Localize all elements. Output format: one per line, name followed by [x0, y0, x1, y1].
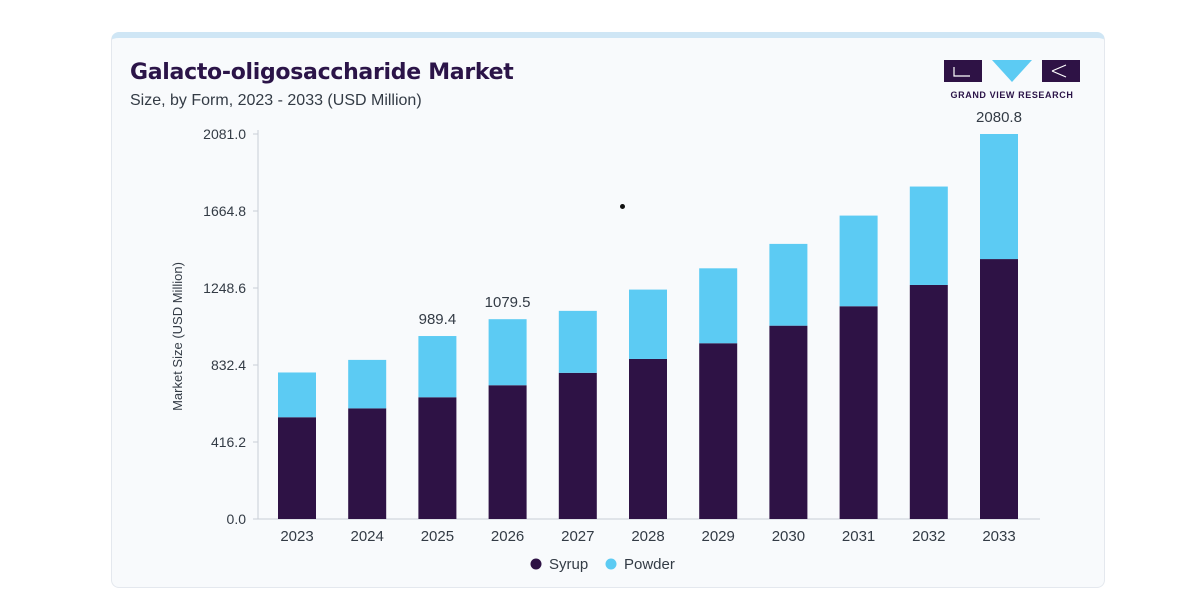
y-axis-label: Market Size (USD Million) [170, 262, 185, 411]
y-tick-label: 416.2 [211, 434, 246, 450]
bar-powder-2024 [348, 359, 387, 409]
bar-syrup-2025 [418, 397, 457, 519]
bar-powder-2028 [629, 289, 667, 359]
bar-powder-2030 [769, 243, 808, 326]
y-tick-label: 2081.0 [203, 126, 246, 142]
bar-powder-2027 [558, 310, 597, 373]
chart-card: Galacto-oligosaccharide Market Size, by … [111, 32, 1105, 588]
legend-label-powder: Powder [624, 556, 675, 573]
legend-marker-syrup [530, 558, 542, 570]
stacked-bar-chart: 0.0 416.2 832.4 1248.6 1664.8 2081.0 Market Si… [170, 109, 1040, 573]
bar-syrup-2026 [488, 385, 527, 519]
x-tick-label: 2028 [631, 528, 664, 545]
bar-syrup-2027 [558, 372, 597, 519]
x-tick-label: 2031 [842, 528, 875, 545]
bar-powder-2026 [488, 319, 527, 386]
y-tick-label: 832.4 [211, 357, 246, 373]
bar-powder-2025 [418, 336, 457, 398]
y-tick-label: 0.0 [227, 511, 247, 527]
x-tick-label: 2029 [702, 528, 735, 545]
y-tick-label: 1248.6 [203, 280, 246, 296]
x-tick-label: 2032 [912, 528, 945, 545]
bar-powder-2031 [839, 215, 878, 307]
legend-marker-powder [605, 558, 617, 570]
x-tick-label: 2025 [421, 528, 454, 545]
logo-text: GRAND VIEW RESEARCH [950, 90, 1074, 100]
bar-syrup-2029 [699, 343, 738, 519]
bar-syrup-2030 [769, 325, 808, 519]
grand-view-research-logo [944, 60, 1080, 82]
x-tick-label: 2026 [491, 528, 524, 545]
total-label-2033: 2080.8 [976, 109, 1022, 126]
total-label-2026: 1079.5 [485, 294, 531, 311]
x-tick-label: 2024 [351, 528, 384, 545]
bar-powder-2029 [699, 268, 738, 344]
x-tick-label: 2033 [982, 528, 1015, 545]
x-tick-label: 2027 [561, 528, 594, 545]
bar-powder-2033 [980, 134, 1018, 260]
stray-dot [620, 204, 625, 209]
bar-syrup-2023 [278, 417, 316, 519]
bar-syrup-2031 [839, 306, 878, 519]
x-tick-label: 2023 [280, 528, 313, 545]
chart-subtitle: Size, by Form, 2023 - 2033 (USD Million) [130, 92, 422, 109]
y-tick-label: 1664.8 [203, 203, 246, 219]
bar-syrup-2032 [909, 284, 948, 519]
bar-syrup-2033 [980, 259, 1018, 519]
chart-title: Galacto-oligosaccharide Market [130, 60, 514, 85]
bar-syrup-2028 [629, 358, 667, 519]
bar-powder-2023 [278, 372, 316, 418]
bar-powder-2032 [909, 186, 948, 285]
legend-label-syrup: Syrup [549, 556, 588, 573]
bar-syrup-2024 [348, 408, 387, 519]
x-tick-label: 2030 [772, 528, 805, 545]
total-label-2025: 989.4 [419, 311, 457, 328]
